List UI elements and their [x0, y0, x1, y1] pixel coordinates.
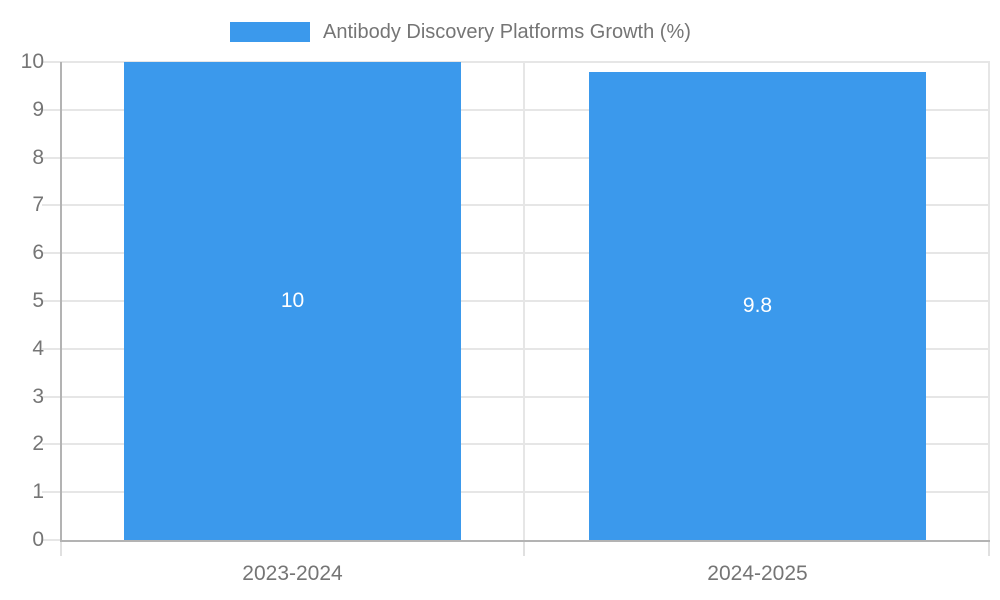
y-axis-tick-label: 9	[32, 97, 44, 121]
y-axis-tick-label: 6	[32, 241, 44, 265]
y-gridline	[60, 347, 990, 350]
y-axis-tick-label: 1	[32, 480, 44, 504]
y-axis-line	[60, 62, 62, 542]
y-axis-tick-label: 4	[32, 336, 44, 360]
x-axis-line	[60, 540, 990, 542]
category-boundary-line	[523, 62, 525, 540]
y-gridline	[60, 108, 990, 111]
y-axis-tick	[42, 204, 60, 207]
y-axis-tick	[42, 539, 60, 541]
y-axis-tick-label: 2	[32, 432, 44, 456]
y-gridline	[60, 61, 990, 63]
y-axis-tick	[42, 61, 60, 63]
legend-label: Antibody Discovery Platforms Growth (%)	[323, 20, 691, 43]
legend-swatch	[230, 22, 310, 42]
x-axis-category-label: 2023-2024	[242, 562, 343, 585]
y-gridline	[60, 443, 990, 446]
y-axis-tick	[42, 491, 60, 494]
y-axis-tick	[42, 300, 60, 302]
y-axis-tick-label: 8	[32, 145, 44, 169]
y-axis-tick-label: 0	[32, 528, 44, 551]
bar[interactable]	[589, 71, 926, 540]
y-axis-tick-label: 7	[32, 193, 44, 217]
y-axis-tick	[42, 108, 60, 111]
y-axis-tick	[42, 395, 60, 398]
y-axis-tick-label: 5	[32, 289, 44, 312]
y-gridline	[60, 204, 990, 207]
y-gridline	[60, 491, 990, 494]
y-gridline	[60, 395, 990, 398]
y-axis-tick	[42, 347, 60, 350]
y-axis-tick	[42, 156, 60, 159]
y-axis-tick	[42, 252, 60, 255]
y-gridline	[60, 156, 990, 159]
category-boundary-line	[988, 62, 990, 540]
x-axis-tick	[988, 540, 990, 556]
y-axis-tick-label: 3	[32, 384, 44, 408]
y-gridline	[60, 252, 990, 255]
y-axis-tick	[42, 443, 60, 446]
x-axis-tick	[523, 540, 525, 556]
x-axis-tick	[60, 540, 62, 556]
x-axis-category-label: 2024-2025	[707, 562, 808, 585]
bar-value-label: 10	[280, 289, 305, 312]
bar-value-label: 9.8	[742, 293, 773, 317]
legend-item[interactable]: Antibody Discovery Platforms Growth (%)	[230, 20, 691, 43]
y-gridline	[60, 300, 990, 302]
bar[interactable]	[124, 62, 461, 540]
y-axis-tick-label: 10	[20, 50, 44, 73]
